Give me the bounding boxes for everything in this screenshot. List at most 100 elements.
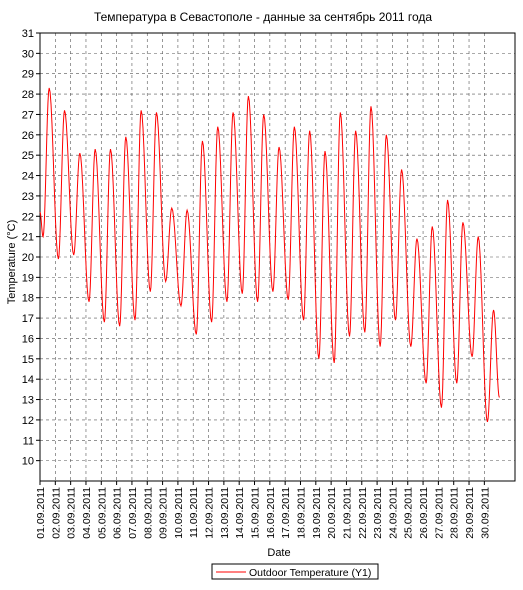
x-tick-label: 23.09.2011 (372, 487, 384, 539)
y-tick-label: 10 (22, 456, 34, 468)
y-tick-label: 22 (22, 211, 34, 223)
daily-max-point (94, 148, 96, 150)
daily-min-point (287, 299, 289, 301)
x-tick-label: 09.09.2011 (158, 487, 170, 539)
y-tick-label: 28 (22, 89, 34, 101)
x-tick-label: 06.09.2011 (112, 487, 124, 539)
x-tick-label: 18.09.2011 (295, 487, 307, 539)
daily-min-point (395, 319, 397, 321)
x-tick-label: 29.09.2011 (464, 487, 476, 539)
daily-max-point (64, 110, 66, 112)
y-tick-label: 15 (22, 354, 34, 366)
daily-min-point (226, 301, 228, 303)
daily-min-point (104, 321, 106, 323)
daily-min-point (379, 346, 381, 348)
daily-max-point (431, 226, 433, 228)
daily-min-point (364, 332, 366, 334)
y-tick-label: 24 (22, 171, 34, 183)
daily-max-point (125, 136, 127, 138)
daily-min-point (211, 321, 213, 323)
x-tick-label: 25.09.2011 (403, 487, 415, 539)
daily-max-point (324, 150, 326, 152)
x-axis: 01.09.2011 02.09.2011 03.09.2011 04.09.2011… (35, 481, 491, 539)
y-tick-label: 30 (22, 48, 34, 60)
y-tick-label: 11 (23, 435, 34, 447)
y-tick-label: 23 (22, 191, 34, 203)
daily-max-point (217, 126, 219, 128)
daily-min-point (150, 291, 152, 293)
daily-max-point (248, 95, 250, 97)
daily-max-point (171, 207, 173, 209)
x-tick-label: 02.09.2011 (50, 487, 62, 539)
x-tick-label: 27.09.2011 (433, 487, 445, 539)
daily-min-point (134, 319, 136, 321)
y-axis-label: Temperature (°C) (6, 220, 18, 304)
y-tick-label: 17 (22, 313, 34, 325)
x-tick-label: 17.09.2011 (280, 487, 292, 539)
daily-max-point (156, 112, 158, 114)
y-tick-label: 27 (22, 109, 34, 121)
daily-min-point (456, 382, 458, 384)
daily-max-point (110, 148, 112, 150)
x-tick-label: 05.09.2011 (96, 487, 108, 539)
x-axis-label: Date (267, 547, 290, 559)
daily-min-point (441, 407, 443, 409)
daily-max-point (340, 112, 342, 114)
daily-min-point (303, 319, 305, 321)
chart-title: Температура в Севастополе - данные за се… (94, 10, 432, 24)
y-tick-label: 26 (22, 130, 34, 142)
x-tick-label: 15.09.2011 (250, 487, 262, 539)
daily-min-point (88, 301, 90, 303)
x-tick-label: 08.09.2011 (142, 487, 154, 539)
daily-max-point (140, 110, 142, 112)
daily-max-point (309, 130, 311, 132)
daily-max-point (416, 238, 418, 240)
daily-min-point (272, 291, 274, 293)
x-tick-label: 16.09.2011 (265, 487, 277, 539)
daily-max-point (370, 106, 372, 108)
daily-min-point (487, 421, 489, 423)
x-tick-label: 19.09.2011 (311, 487, 323, 539)
daily-max-point (278, 146, 280, 148)
daily-max-point (477, 236, 479, 238)
x-tick-label: 21.09.2011 (341, 487, 353, 539)
daily-min-point (195, 334, 197, 336)
daily-max-point (385, 134, 387, 136)
y-tick-label: 18 (22, 293, 34, 305)
daily-max-point (263, 114, 265, 116)
daily-max-point (232, 112, 234, 114)
daily-min-point (349, 336, 351, 338)
daily-min-point (410, 346, 412, 348)
x-tick-label: 01.09.2011 (35, 487, 47, 539)
daily-max-point (355, 130, 357, 132)
x-tick-label: 24.09.2011 (387, 487, 399, 539)
daily-max-point (186, 209, 188, 211)
daily-min-point (58, 258, 60, 260)
x-tick-label: 11.09.2011 (188, 487, 200, 538)
daily-min-point (318, 358, 320, 360)
legend: Outdoor Temperature (Y1) (211, 563, 379, 580)
daily-max-point (294, 126, 296, 128)
x-tick-label: 20.09.2011 (326, 487, 338, 539)
y-tick-label: 14 (22, 374, 34, 386)
y-tick-label: 21 (22, 232, 34, 244)
x-tick-label: 12.09.2011 (204, 487, 216, 539)
daily-min-point (180, 305, 182, 307)
x-tick-label: 13.09.2011 (219, 487, 231, 539)
y-axis: 10 11 12 13 14 15 16 17 18 19 20 21 22 23 24 25 26 27 28 29… (22, 28, 40, 468)
x-tick-label: 07.09.2011 (127, 487, 139, 539)
daily-min-point (42, 236, 44, 238)
daily-max-point (447, 199, 449, 201)
daily-min-point (165, 281, 167, 283)
daily-min-point (73, 254, 75, 256)
x-tick-label: 10.09.2011 (173, 487, 185, 539)
y-tick-label: 13 (22, 395, 34, 407)
daily-max-point (401, 169, 403, 171)
daily-max-point (202, 140, 204, 142)
x-tick-label: 14.09.2011 (234, 487, 246, 539)
grid-lines (40, 32, 515, 481)
daily-max-point (79, 152, 81, 154)
y-tick-label: 31 (22, 28, 34, 40)
daily-extrema (42, 87, 494, 423)
x-tick-label: 26.09.2011 (418, 487, 430, 539)
